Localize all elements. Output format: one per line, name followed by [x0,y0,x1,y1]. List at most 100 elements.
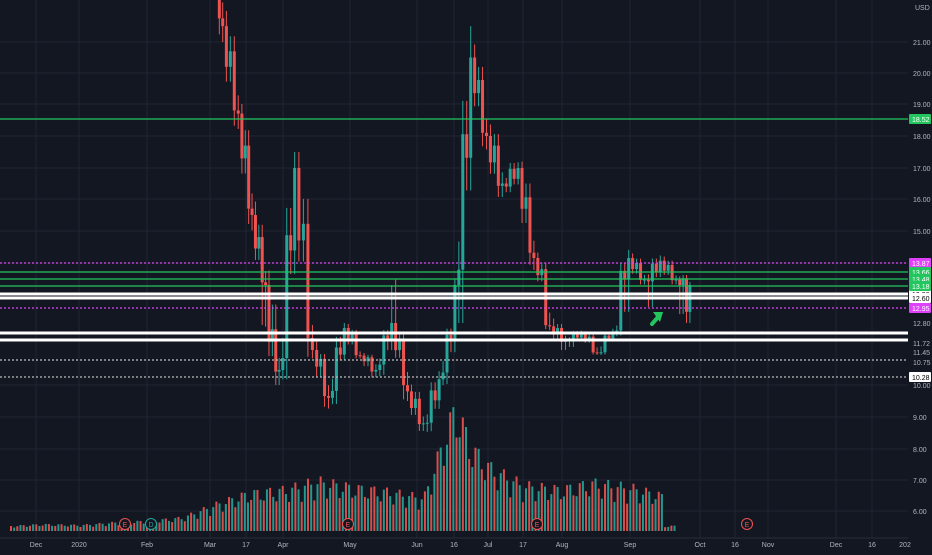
volume-bar [518,485,521,531]
volume-bar [408,496,411,531]
price-tick-label: 20.00 [913,71,931,78]
volume-bar [442,465,445,531]
volume-bar [641,494,644,531]
volume-bar [313,500,316,531]
candles [217,0,692,432]
volume-bar [433,473,436,531]
volume-bar [133,523,136,531]
candle-body [260,237,264,283]
volume-bar [547,500,550,531]
volume-bar [386,487,389,531]
candle-body [575,333,579,338]
candle-body [319,358,323,367]
volume-bar [329,487,332,531]
candle-body [350,333,354,339]
candle-body [253,215,257,249]
candle-body [587,336,591,340]
volume-bar [528,481,531,531]
candle-body [370,357,374,372]
volume-bar [420,499,423,531]
volume-bar [95,524,98,531]
volume-bar [101,523,104,531]
candle-body [642,279,646,281]
volume-bar [310,484,313,531]
volume-bar [307,478,310,531]
volume-bar [183,521,186,531]
volume-bar [16,526,19,531]
volume-bar [278,488,281,531]
candle-body [217,0,221,19]
time-tick-label: 17 [519,542,527,549]
candle-body [484,132,488,136]
volume-bar [325,498,328,531]
candle-body [666,264,670,271]
volume-bar [79,526,82,531]
time-tick-label: Jun [411,542,422,549]
volume-bar [186,515,189,531]
candle-body [528,197,532,253]
volume-bar [231,498,234,531]
candle-body [406,385,410,392]
candle-body [358,355,362,357]
candle-body [441,372,445,380]
volume-bar [272,496,275,531]
volume-bar [253,490,256,531]
candle-body [250,208,254,215]
volume-bar [76,525,79,531]
candle-body [378,364,382,370]
volume-bar [515,476,518,531]
event-marker-label: E [346,522,351,529]
volume-bar [367,498,370,531]
price-tick-label: 16.00 [913,197,931,204]
price-level-tag [909,258,931,268]
volume-bar [638,503,641,531]
volume-bar [572,495,575,531]
price-tick-label: 19.00 [913,102,931,109]
candle-body [654,263,658,272]
volume-bar [483,480,486,531]
volume-bar [193,514,196,531]
volume-bar [19,524,22,531]
candle-body [224,26,228,67]
price-tick-label: 10.00 [913,383,931,390]
volume-bar [439,447,442,531]
volume-bar [234,507,237,531]
volume-bar [332,479,335,531]
candle-body [571,333,575,341]
volume-bar [575,496,578,531]
volume-bar [246,502,249,531]
volume-bar [534,501,537,531]
candle-body [611,331,615,339]
volume-bar [597,488,600,531]
candle-body [500,183,504,186]
volume-bar [398,489,401,531]
candle-body [301,223,305,241]
volume-bar [158,522,161,531]
candle-body [437,379,441,401]
volume-bar [209,515,212,531]
time-tick-label: Dec [830,542,843,549]
volume-bar [344,482,347,531]
price-tick-label: 11.72 [913,341,930,348]
volume-bar [401,496,404,531]
event-marker-label: E [123,522,128,529]
arrow-head [653,312,663,322]
volume-bar [474,447,477,531]
volume-bar [262,500,265,531]
volume-bar [171,522,174,531]
event-marker-circle [119,518,131,530]
volume-bar [237,501,240,531]
volume-bar [496,490,499,531]
event-marker-circle [342,518,354,530]
event-marker-label: D [148,522,153,529]
volume-bar [269,487,272,531]
volume-bar [370,487,373,531]
candle-body [508,168,512,187]
time-tick-label: Apr [278,542,290,549]
price-tick-label: 11.45 [913,350,930,357]
volume-bar [540,482,543,531]
candle-body [619,270,623,331]
volume-bar [404,507,407,531]
